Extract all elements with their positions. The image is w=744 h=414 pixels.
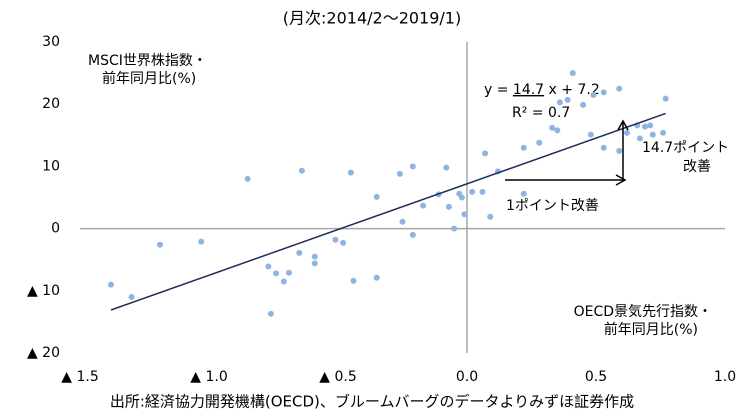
data-point: [198, 238, 205, 245]
y-tick-label: ▲ 20: [27, 345, 60, 361]
y-tick-label: 10: [42, 158, 60, 174]
y-tick-label: 20: [42, 96, 60, 112]
data-point: [554, 127, 561, 134]
x-axis-label: 前年同月比(%): [604, 321, 698, 338]
data-point: [536, 139, 543, 146]
data-point: [280, 278, 287, 285]
equation-intercept: 7.2: [577, 82, 599, 98]
annotation: 1ポイント改善: [506, 198, 599, 214]
data-point: [409, 231, 416, 238]
data-point: [623, 129, 630, 136]
data-point: [396, 170, 403, 177]
data-point: [487, 213, 494, 220]
data-point: [311, 260, 318, 267]
data-point: [636, 135, 643, 142]
x-tick-label: 0.0: [456, 369, 478, 385]
data-point: [590, 91, 597, 98]
y-axis-label: 前年同月比(%): [102, 70, 196, 87]
annotation: 14.7ポイント: [642, 140, 729, 156]
data-point: [273, 270, 280, 277]
data-point: [265, 263, 272, 270]
annotation: 改善: [683, 159, 711, 175]
data-point: [399, 218, 406, 225]
data-point: [616, 147, 623, 154]
data-point: [600, 144, 607, 151]
data-point: [340, 239, 347, 246]
regression-equation: y = 14.7 x + 7.2: [484, 82, 600, 98]
data-point: [443, 164, 450, 171]
data-point: [350, 277, 357, 284]
data-point: [556, 99, 563, 106]
r-squared: R² = 0.7: [512, 105, 570, 121]
data-point: [569, 70, 576, 77]
data-point: [451, 225, 458, 232]
data-point: [458, 194, 465, 201]
data-point: [296, 249, 303, 256]
data-point: [128, 294, 135, 301]
data-point: [479, 188, 486, 195]
x-tick-label: ▲ 1.0: [190, 369, 227, 385]
data-point: [520, 190, 527, 197]
data-point: [311, 253, 318, 260]
data-point: [520, 144, 527, 151]
data-point: [373, 274, 380, 281]
data-point: [580, 101, 587, 108]
annotation-arrows: [505, 119, 629, 186]
data-point: [469, 188, 476, 195]
data-point: [587, 131, 594, 138]
data-point: [445, 203, 452, 210]
y-tick-label: ▲ 10: [27, 283, 60, 299]
data-point: [662, 95, 669, 102]
data-point: [347, 169, 354, 176]
x-tick-label: 0.5: [585, 369, 607, 385]
x-axis-label: OECD景気先行指数・: [574, 304, 712, 320]
data-point: [564, 96, 571, 103]
data-point: [409, 163, 416, 170]
y-tick-label: 30: [42, 34, 60, 50]
arrow-head: [615, 174, 627, 186]
data-point: [461, 211, 468, 218]
data-point: [285, 269, 292, 276]
data-point: [267, 310, 274, 317]
data-point: [420, 202, 427, 209]
data-point: [373, 193, 380, 200]
equation-text: y =: [484, 82, 513, 98]
data-point: [649, 131, 656, 138]
data-point: [616, 85, 623, 92]
equation-text: x +: [544, 82, 577, 98]
y-axis-label: MSCI世界株指数・: [88, 53, 207, 69]
arrow-head: [617, 119, 629, 131]
data-point: [244, 175, 251, 182]
data-point: [647, 122, 654, 129]
data-point: [156, 241, 163, 248]
data-point: [642, 123, 649, 130]
x-tick-label: 1.0: [714, 369, 736, 385]
data-point: [482, 150, 489, 157]
x-tick-label: ▲ 1.5: [61, 369, 98, 385]
data-point: [660, 129, 667, 136]
data-point: [332, 236, 339, 243]
equation-slope: 14.7: [513, 82, 544, 98]
source-note: 出所:経済協力開発機構(OECD)、ブルームバーグのデータよりみずほ証券作成: [110, 393, 634, 411]
data-point: [298, 167, 305, 174]
y-tick-label: 0: [51, 221, 60, 237]
data-point: [600, 89, 607, 96]
regression-line: [110, 112, 666, 311]
data-point: [107, 281, 114, 288]
data-point: [549, 124, 556, 131]
x-tick-label: ▲ 0.5: [319, 369, 356, 385]
chart-subtitle: (月次:2014/2～2019/1): [283, 9, 461, 28]
